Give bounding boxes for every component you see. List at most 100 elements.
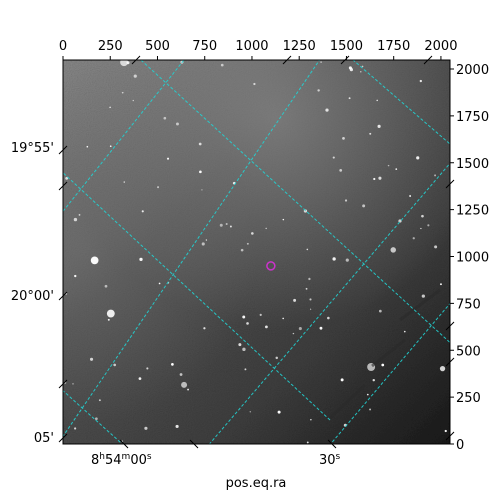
star [439, 283, 442, 286]
star [86, 145, 89, 148]
star [265, 325, 268, 329]
star [244, 368, 247, 371]
star [109, 145, 112, 148]
star [141, 210, 144, 213]
star [419, 79, 423, 83]
y-pixel-tick-label: 1750 [456, 110, 489, 125]
star [107, 318, 110, 321]
star [242, 315, 246, 319]
star [65, 176, 69, 180]
star [332, 257, 336, 261]
star [246, 242, 249, 245]
star [378, 176, 382, 180]
star [298, 327, 302, 331]
star [133, 74, 137, 78]
x-pixel-tick-label: 500 [145, 39, 170, 54]
star [171, 363, 174, 366]
star [198, 142, 202, 146]
ra-axis-ticks [119, 439, 337, 449]
star [306, 441, 309, 444]
star [332, 156, 335, 159]
star [439, 365, 446, 372]
star [203, 327, 206, 330]
star [120, 60, 128, 67]
star [157, 186, 160, 189]
star [282, 218, 285, 221]
dec-tick-label: 05' [34, 431, 54, 446]
dec-tick-label: 19°55' [11, 141, 54, 156]
ra-tick-label: 30s [319, 452, 341, 468]
star [106, 309, 115, 318]
star [403, 330, 406, 333]
right-pixel-axis: 0 250 500 750 1000 1250 1500 1750 2000 [450, 63, 489, 453]
star [89, 357, 94, 361]
star [104, 284, 108, 288]
y-pixel-tick-label: 1000 [456, 251, 489, 266]
dec-tick-label: 20°00' [11, 289, 54, 304]
star [246, 322, 249, 325]
star [277, 410, 281, 414]
ra-axis-title: pos.eq.ra [226, 476, 287, 491]
star [205, 239, 208, 241]
target-marker [266, 261, 276, 271]
star [387, 164, 390, 167]
x-pixel-tick-label: 250 [98, 39, 123, 54]
x-pixel-tick-label: 1750 [377, 39, 410, 54]
star [344, 199, 348, 202]
star [348, 66, 352, 70]
star [181, 381, 188, 388]
star [421, 294, 425, 298]
star [163, 116, 167, 120]
star [366, 393, 369, 396]
x-pixel-tick-label: 1500 [330, 39, 363, 54]
y-pixel-tick-label: 250 [456, 391, 481, 406]
y-pixel-tick-label: 1250 [456, 204, 489, 219]
star [249, 411, 252, 413]
star [340, 378, 344, 382]
star [259, 313, 262, 316]
x-pixel-tick-label: 1250 [283, 39, 316, 54]
star [98, 399, 101, 402]
star [265, 227, 267, 230]
star [72, 383, 74, 385]
star [109, 106, 111, 109]
star [339, 169, 343, 172]
star [319, 326, 323, 330]
star [144, 426, 148, 430]
x-pixel-tick-label: 0 [59, 39, 67, 54]
star [381, 363, 385, 367]
star [251, 232, 254, 235]
star [90, 256, 99, 265]
star [132, 99, 134, 102]
x-pixel-tick-label: 750 [192, 39, 217, 54]
star [139, 257, 143, 262]
y-pixel-tick-label: 2000 [456, 63, 489, 78]
star [395, 168, 398, 170]
star [293, 298, 297, 302]
top-pixel-axis: 0 250 500 750 1000 1250 1500 1750 2000 [59, 39, 457, 60]
star [409, 195, 412, 197]
star [378, 309, 382, 313]
star [220, 63, 224, 67]
star [166, 157, 170, 160]
star [121, 91, 124, 94]
star [158, 282, 161, 285]
star [146, 367, 149, 370]
star [310, 419, 312, 421]
streak-artifacts [328, 288, 441, 420]
star [229, 225, 232, 228]
star [179, 373, 183, 376]
star [240, 248, 244, 252]
star [444, 429, 447, 433]
star [308, 277, 311, 281]
coordinate-grid [63, 60, 450, 444]
star [78, 214, 81, 216]
star [219, 223, 223, 227]
y-pixel-tick-label: 0 [456, 438, 464, 453]
star [390, 247, 396, 253]
ra-tick-label: 8h54m00s [91, 452, 152, 468]
star [327, 316, 330, 320]
star [434, 245, 438, 249]
star [434, 174, 437, 177]
